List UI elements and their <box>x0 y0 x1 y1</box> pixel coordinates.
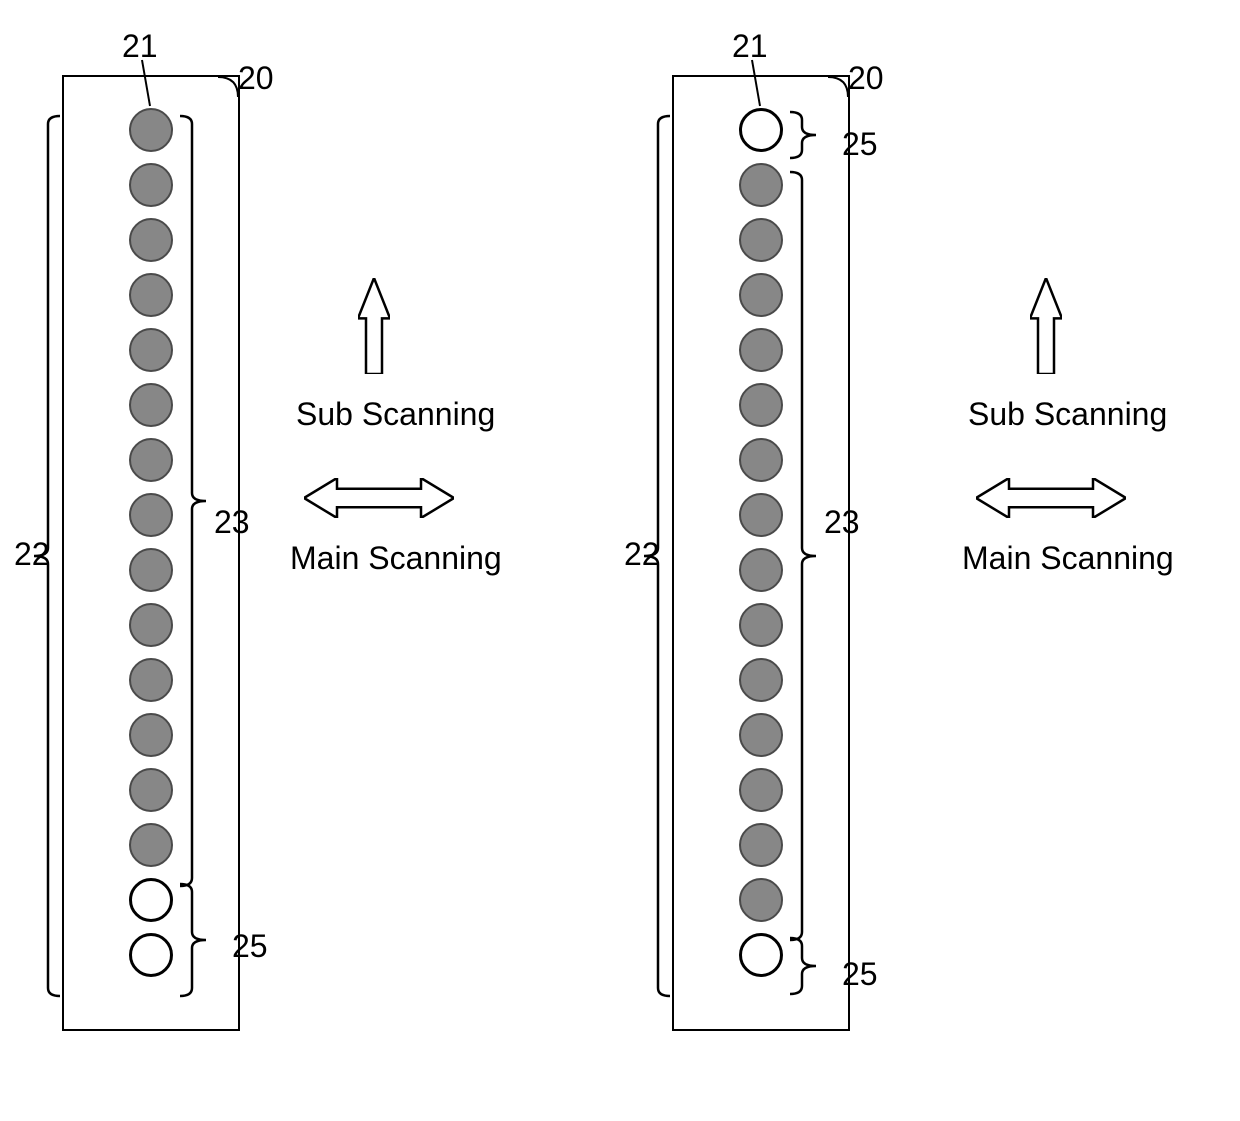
sub-scanning-label: Sub Scanning <box>968 396 1167 433</box>
diagram-canvas: 2120222325Sub ScanningMain Scanning21202… <box>0 0 1240 1121</box>
main-scanning-label: Main Scanning <box>962 540 1174 577</box>
ref-25: 25 <box>842 956 878 993</box>
sub-scanning-arrow <box>1030 278 1062 374</box>
main-scanning-arrow <box>976 478 1126 518</box>
